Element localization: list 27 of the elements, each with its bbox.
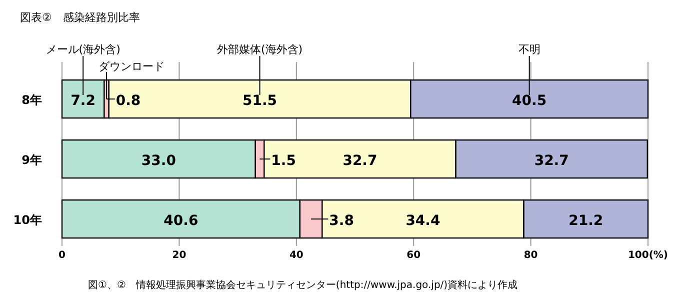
text: 図①、② 情報処理振興事業協会セキュリティセンター(http://www.jpa.go.jp/)資料により作成 <box>88 279 518 291</box>
data-label: 21.2 <box>568 213 604 229</box>
data-label: 33.0 <box>141 153 176 169</box>
series-label: ダウンロード <box>98 60 165 73</box>
x-tick-label: 0 <box>58 250 66 261</box>
data-label: 34.4 <box>406 213 441 229</box>
data-label: 32.7 <box>342 153 378 169</box>
data-label: 1.5 <box>271 153 296 169</box>
data-label: 40.5 <box>512 93 547 109</box>
x-tick-label: 100(%) <box>628 250 668 261</box>
x-tick-label: 20 <box>172 250 186 261</box>
x-tick-label: 80 <box>524 250 538 261</box>
data-label: 7.2 <box>70 93 96 109</box>
data-label: 40.6 <box>164 213 198 229</box>
data-label: 0.8 <box>116 93 141 109</box>
text: 外部媒体(海外含) <box>216 43 303 56</box>
chart-title: 図表② 感染経路別比率 <box>20 11 140 24</box>
data-label: 32.7 <box>534 153 569 169</box>
data-label: 51.5 <box>242 93 278 109</box>
y-tick-label: 10年 <box>13 213 42 227</box>
text: メール(海外含) <box>46 43 120 56</box>
x-tick-label: 40 <box>289 250 304 261</box>
data-label: 3.8 <box>329 213 354 229</box>
text: 不明 <box>518 43 540 56</box>
y-tick-label: 9年 <box>22 153 42 167</box>
y-tick-label: 8年 <box>22 93 42 107</box>
x-tick-label: 60 <box>406 250 421 261</box>
